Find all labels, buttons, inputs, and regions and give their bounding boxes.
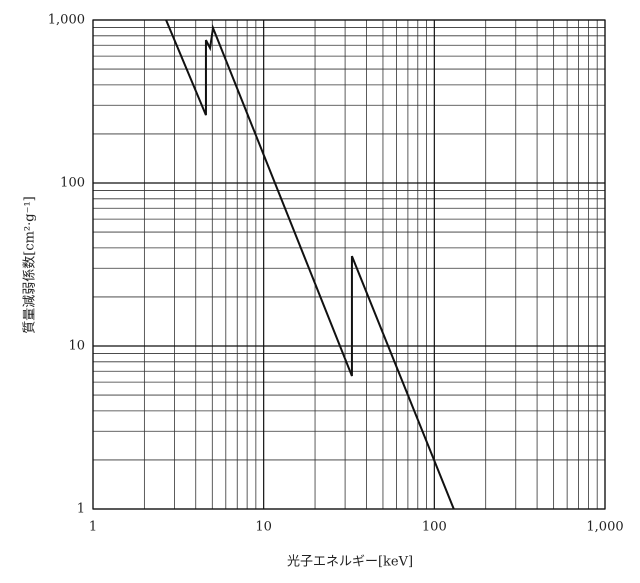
plot-frame [92, 19, 606, 510]
x-tick-label: 1,000 [586, 520, 623, 535]
y-axis-label: 質量減弱係数[cm²·g⁻¹] [22, 196, 38, 334]
y-tick-label: 1,000 [48, 13, 85, 28]
y-tick-label: 10 [68, 339, 85, 354]
x-tick-label: 100 [422, 520, 447, 535]
x-tick-label: 1 [89, 520, 97, 535]
x-axis-label: 光子エネルギー[keV] [287, 555, 413, 570]
data-line [165, 19, 455, 510]
x-tick-label: 10 [255, 520, 272, 535]
y-tick-label: 1 [77, 502, 85, 517]
y-tick-label: 100 [60, 176, 85, 191]
